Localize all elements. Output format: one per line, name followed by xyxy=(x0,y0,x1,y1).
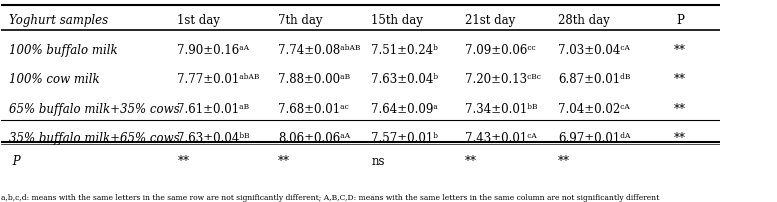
Text: **: ** xyxy=(465,155,476,168)
Text: 7.63±0.04ᵇᴮ: 7.63±0.04ᵇᴮ xyxy=(177,132,250,145)
Text: **: ** xyxy=(278,155,290,168)
Text: **: ** xyxy=(674,103,686,116)
Text: 100% buffalo milk: 100% buffalo milk xyxy=(9,44,117,57)
Text: **: ** xyxy=(558,155,570,168)
Text: 7.03±0.04ᶜᴬ: 7.03±0.04ᶜᴬ xyxy=(558,44,630,57)
Text: **: ** xyxy=(674,73,686,86)
Text: 21st day: 21st day xyxy=(465,15,515,27)
Text: 7.74±0.08ᵃᵇᴬᴮ: 7.74±0.08ᵃᵇᴬᴮ xyxy=(278,44,361,57)
Text: 7.64±0.09ᵃ: 7.64±0.09ᵃ xyxy=(371,103,438,116)
Text: P: P xyxy=(676,15,684,27)
Text: a,b,c,d: means with the same letters in the same row are not significantly diffe: a,b,c,d: means with the same letters in … xyxy=(2,194,660,202)
Text: 1st day: 1st day xyxy=(177,15,220,27)
Text: **: ** xyxy=(177,155,190,168)
Text: 7.09±0.06ᶜᶜ: 7.09±0.06ᶜᶜ xyxy=(465,44,535,57)
Text: 15th day: 15th day xyxy=(371,15,423,27)
Text: 100% cow milk: 100% cow milk xyxy=(9,73,99,86)
Text: 8.06±0.06ᵃᴬ: 8.06±0.06ᵃᴬ xyxy=(278,132,350,145)
Text: 7.43±0.01ᶜᴬ: 7.43±0.01ᶜᴬ xyxy=(465,132,536,145)
Text: 7.61±0.01ᵃᴮ: 7.61±0.01ᵃᴮ xyxy=(177,103,249,116)
Text: 28th day: 28th day xyxy=(558,15,610,27)
Text: 35% buffalo milk+65% cows: 35% buffalo milk+65% cows xyxy=(9,132,179,145)
Text: 7.88±0.00ᵃᴮ: 7.88±0.00ᵃᴮ xyxy=(278,73,350,86)
Text: 7.20±0.13ᶜᴮᶜ: 7.20±0.13ᶜᴮᶜ xyxy=(465,73,541,86)
Text: 7.63±0.04ᵇ: 7.63±0.04ᵇ xyxy=(371,73,438,86)
Text: 7.51±0.24ᵇ: 7.51±0.24ᵇ xyxy=(371,44,438,57)
Text: 7.04±0.02ᶜᴬ: 7.04±0.02ᶜᴬ xyxy=(558,103,629,116)
Text: 7.68±0.01ᵃᶜ: 7.68±0.01ᵃᶜ xyxy=(278,103,349,116)
Text: P: P xyxy=(9,155,20,168)
Text: 7.77±0.01ᵃᵇᴬᴮ: 7.77±0.01ᵃᵇᴬᴮ xyxy=(177,73,260,86)
Text: 6.97±0.01ᵈᴬ: 6.97±0.01ᵈᴬ xyxy=(558,132,630,145)
Text: **: ** xyxy=(674,44,686,57)
Text: 7th day: 7th day xyxy=(278,15,322,27)
Text: Yoghurt samples: Yoghurt samples xyxy=(9,15,108,27)
Text: 6.87±0.01ᵈᴮ: 6.87±0.01ᵈᴮ xyxy=(558,73,630,86)
Text: 65% buffalo milk+35% cows: 65% buffalo milk+35% cows xyxy=(9,103,179,116)
Text: **: ** xyxy=(674,132,686,145)
Text: 7.90±0.16ᵃᴬ: 7.90±0.16ᵃᴬ xyxy=(177,44,249,57)
Text: 7.57±0.01ᵇ: 7.57±0.01ᵇ xyxy=(371,132,438,145)
Text: 7.34±0.01ᵇᴮ: 7.34±0.01ᵇᴮ xyxy=(465,103,537,116)
Text: ns: ns xyxy=(371,155,385,168)
